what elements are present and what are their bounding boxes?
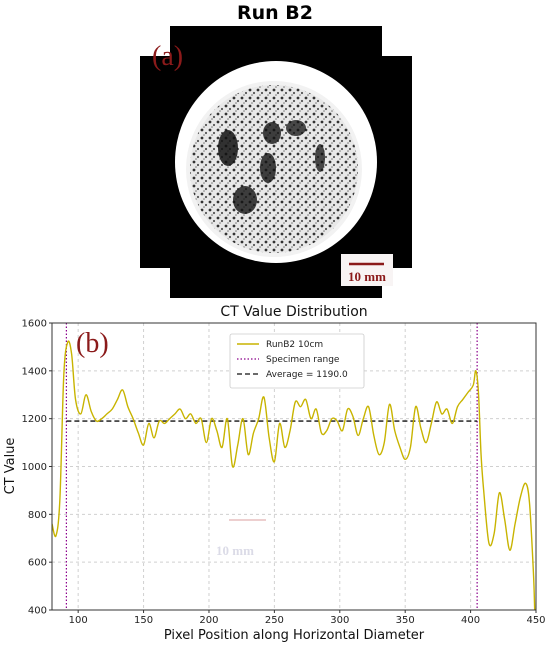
legend-item-average: Average = 1190.0 [266,370,348,380]
x-tick-label: 200 [199,615,218,626]
scale-bar: 10 mm [341,254,393,286]
faint-scale-annotation: 10 mm [216,519,266,558]
panel-a-label: (a) [152,41,183,72]
y-tick-label: 800 [28,510,47,521]
chart-title: CT Value Distribution [220,304,367,320]
plot-frame [51,322,537,611]
x-tick-label: 450 [526,615,545,626]
y-tick-label: 1400 [22,366,47,377]
x-tick-label: 100 [69,615,88,626]
svg-text:10 mm: 10 mm [216,543,254,558]
y-axis-label: CT Value [3,438,18,495]
x-axis-label: Pixel Position along Horizontal Diameter [164,628,425,643]
y-axis-ticks: 400 600 800 1000 1200 1400 1600 [22,319,52,617]
x-tick-label: 150 [134,615,153,626]
y-tick-label: 400 [28,606,47,617]
panel-b-label: (b) [76,328,109,359]
y-tick-label: 1000 [22,462,47,473]
scale-bar-label: 10 mm [348,269,386,284]
panel-a-title: Run B2 [237,2,313,24]
series-runb2-line [52,340,536,610]
x-axis-ticks: 100 150 200 250 300 350 400 450 [69,610,546,626]
y-tick-label: 1200 [22,414,47,425]
legend-item-series: RunB2 10cm [266,340,323,350]
ct-cross-section-image [140,26,412,298]
x-tick-label: 250 [265,615,284,626]
x-tick-label: 400 [461,615,480,626]
x-tick-label: 300 [330,615,349,626]
y-tick-label: 600 [28,558,47,569]
x-tick-label: 350 [396,615,415,626]
legend: RunB2 10cm Specimen range Average = 1190… [229,333,365,389]
legend-item-range: Specimen range [266,355,340,365]
y-tick-label: 1600 [22,319,47,330]
